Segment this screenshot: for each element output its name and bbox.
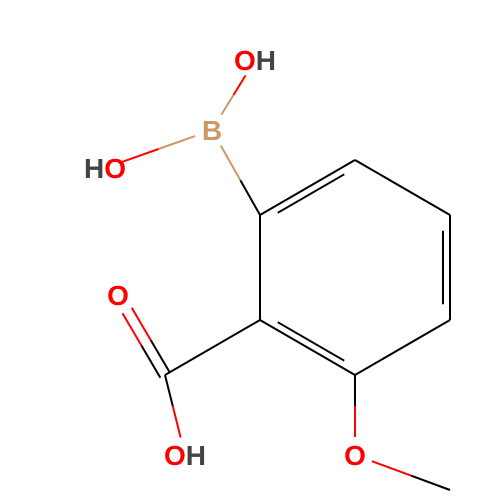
atom-OH2: HO [84, 153, 126, 184]
molecule-diagram: B OH HO O OH O [0, 0, 500, 500]
atom-B: B [202, 115, 222, 146]
atom-OH3: OH [164, 440, 206, 471]
atom-OH1: OH [234, 45, 276, 76]
atom-O_ether: O [344, 440, 366, 471]
atom-O_dbl: O [107, 280, 129, 311]
